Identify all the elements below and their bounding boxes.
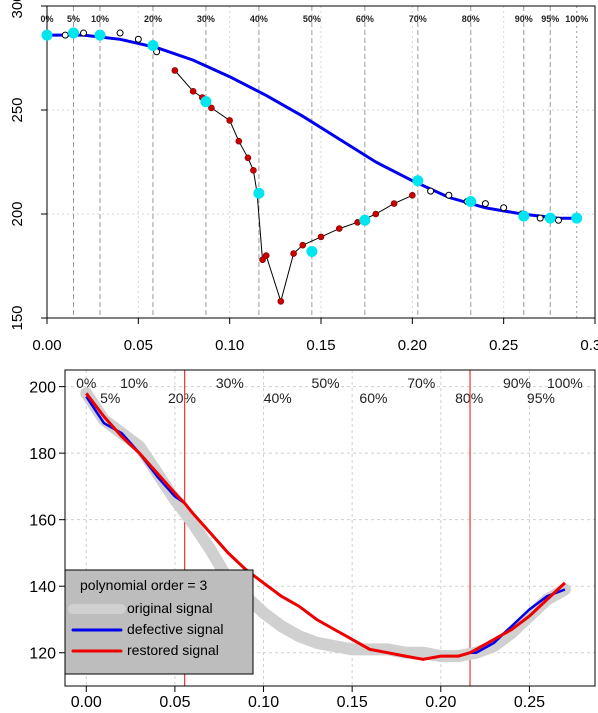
y-tick-label: 150 xyxy=(9,305,26,330)
sampled-point xyxy=(412,175,424,187)
x-tick-label: 0.25 xyxy=(514,694,545,711)
percent-label: 30% xyxy=(197,14,215,24)
y-tick-label: 160 xyxy=(29,513,56,530)
percent-label: 20% xyxy=(144,14,162,24)
defective-point xyxy=(262,252,270,259)
x-tick-label: 0.10 xyxy=(248,694,279,711)
x-tick-label: 0.15 xyxy=(337,694,368,711)
x-tick-label: 0.05 xyxy=(159,694,190,711)
percent-label: 90% xyxy=(503,375,531,391)
percent-label: 20% xyxy=(168,390,196,406)
percent-label: 100% xyxy=(565,14,588,24)
x-tick-label: 0.10 xyxy=(215,337,244,354)
original-point xyxy=(116,29,124,37)
y-tick-label: 300 xyxy=(9,0,26,19)
plot-frame xyxy=(64,369,596,687)
original-point xyxy=(134,35,142,43)
percent-label: 50% xyxy=(312,375,340,391)
y-tick-label: 200 xyxy=(9,201,26,226)
defective-point xyxy=(259,256,266,264)
percent-label: 70% xyxy=(407,375,435,391)
percent-label: 90% xyxy=(515,14,533,24)
sampled-point xyxy=(359,214,371,226)
sampled-point xyxy=(94,29,106,41)
original-point xyxy=(80,29,88,37)
original-point xyxy=(536,214,544,222)
defective-point xyxy=(244,154,252,162)
percent-label: 40% xyxy=(250,14,268,24)
legend-label: restored signal xyxy=(127,642,219,658)
x-tick-label: 0.30 xyxy=(580,337,598,354)
defective-point xyxy=(290,250,297,257)
y-tick-label: 140 xyxy=(29,579,56,596)
percent-label: 60% xyxy=(359,390,387,406)
defective-point xyxy=(171,67,179,74)
x-tick-label: 0.25 xyxy=(489,337,518,354)
sampled-point xyxy=(571,212,583,224)
defective-point xyxy=(299,241,307,249)
percent-label: 80% xyxy=(455,390,483,406)
defective-point xyxy=(208,104,215,112)
defective-point xyxy=(250,167,257,174)
sampled-point xyxy=(465,196,477,208)
sampled-point xyxy=(67,27,79,39)
x-tick-label: 0.15 xyxy=(306,337,335,354)
defective-point xyxy=(226,117,233,124)
y-tick-label: 120 xyxy=(29,646,56,663)
percent-label: 0% xyxy=(76,375,96,391)
defective-point xyxy=(390,200,398,207)
x-tick-label: 0.20 xyxy=(398,337,427,354)
percent-label: 95% xyxy=(541,14,559,24)
defective-point xyxy=(335,225,343,232)
percent-label: 95% xyxy=(527,390,555,406)
legend-box xyxy=(64,569,254,675)
percent-label: 5% xyxy=(67,14,80,24)
original-point xyxy=(61,31,69,39)
defective-point xyxy=(317,233,325,241)
x-tick-label: 0.20 xyxy=(425,694,456,711)
legend: polynomial order = 3 original signal defec… xyxy=(64,569,254,675)
percent-label: 30% xyxy=(216,375,244,391)
defective-point xyxy=(372,210,380,218)
percent-label: 5% xyxy=(100,390,120,406)
legend-label: defective signal xyxy=(127,621,224,637)
defective-signal-line xyxy=(470,588,566,654)
defective-point xyxy=(235,137,243,145)
sampled-point xyxy=(306,245,318,257)
sampled-point xyxy=(41,29,53,41)
sampled-point xyxy=(200,96,212,108)
percent-label: 100% xyxy=(547,375,583,391)
original-point xyxy=(500,204,508,212)
percent-label: 70% xyxy=(409,14,427,24)
defective-point xyxy=(277,298,285,305)
original-point xyxy=(427,187,435,195)
sampled-point xyxy=(253,187,265,199)
sampled-point xyxy=(518,210,530,222)
x-tick-label: 0.00 xyxy=(32,337,61,354)
percent-label: 60% xyxy=(356,14,374,24)
legend-label: original signal xyxy=(127,600,213,616)
sampled-point xyxy=(147,40,159,52)
percent-label: 10% xyxy=(91,14,109,24)
y-tick-label: 200 xyxy=(29,380,56,397)
legend-title: polynomial order = 3 xyxy=(80,577,207,593)
defective-point xyxy=(409,191,416,199)
defective-point xyxy=(189,87,197,95)
percent-label: 80% xyxy=(462,14,480,24)
percent-label: 10% xyxy=(120,375,148,391)
original-point xyxy=(554,216,562,224)
percent-label: 40% xyxy=(264,390,292,406)
restored-signal-line xyxy=(85,392,566,661)
x-tick-label: 0.05 xyxy=(124,337,153,354)
sampled-point xyxy=(544,212,556,224)
y-tick-label: 250 xyxy=(9,97,26,122)
original-point xyxy=(481,200,489,208)
original-point xyxy=(445,191,453,199)
top-chart-panel: 0% 5% 10% 20% 30% 40% 50% 60% 70% 80% 90% 95% 100%0.… xyxy=(9,0,598,354)
bottom-chart-panel: 0%5%10% 20% 30% 40% 50% 60% 70% 80% 90%95%100% 0.… xyxy=(29,369,596,711)
x-tick-label: 0.00 xyxy=(71,694,102,711)
percent-label: 50% xyxy=(303,14,321,24)
y-tick-label: 180 xyxy=(29,446,56,463)
